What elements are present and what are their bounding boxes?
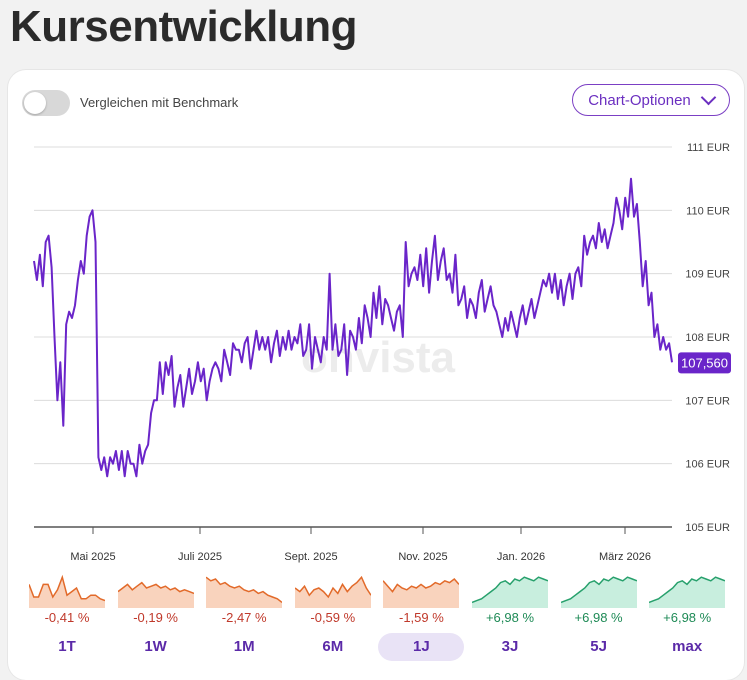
page-title: Kursentwicklung	[10, 2, 358, 51]
period-button-1T[interactable]: 1T	[58, 638, 76, 655]
period-button-5J[interactable]: 5J	[590, 638, 607, 655]
sparkline-line	[29, 574, 105, 602]
y-tick-label: 106 EUR	[685, 459, 730, 471]
x-tick-label: März 2026	[599, 551, 651, 563]
sparkline-area	[383, 579, 460, 608]
x-tick-label: Sept. 2025	[284, 551, 337, 563]
y-tick-label: 111 EUR	[687, 142, 730, 154]
period-button-3J[interactable]: 3J	[501, 638, 519, 655]
y-tick-label: 109 EUR	[685, 269, 730, 281]
period-performance-5J: +6,98 %	[574, 610, 623, 625]
y-tick-label: 105 EUR	[685, 522, 730, 534]
sparkline-line	[206, 576, 283, 603]
y-tick-label: 110 EUR	[686, 205, 730, 217]
x-tick-label: Juli 2025	[178, 551, 222, 563]
sparkline-area	[117, 582, 194, 608]
sparkline-line	[383, 577, 460, 593]
sparkline-line	[560, 576, 637, 604]
sparkline-3J	[472, 576, 548, 608]
sparkline-area	[649, 577, 726, 608]
chart-card	[8, 70, 744, 680]
benchmark-toggle[interactable]	[22, 90, 70, 116]
period-button-1M[interactable]: 1M	[233, 638, 255, 655]
period-button-1J[interactable]: 1J	[378, 633, 465, 661]
sparkline-area	[560, 577, 637, 608]
current-value-badge	[678, 352, 731, 374]
x-tick-label: Mai 2025	[70, 551, 115, 563]
chart-options-label: Chart-Optionen	[588, 91, 691, 109]
sparkline-area	[206, 577, 283, 608]
sparkline-6M	[294, 575, 371, 608]
sparkline-5J	[560, 576, 637, 608]
sparkline-area	[294, 577, 371, 608]
sparkline-line	[117, 581, 194, 595]
sparkline-line	[472, 576, 548, 604]
sparkline-area	[472, 577, 548, 608]
period-performance-1M: -2,47 %	[221, 610, 267, 625]
period-button-6M[interactable]: 6M	[322, 638, 344, 655]
period-performance-1T: -0,41 %	[44, 610, 90, 625]
sparkline-line	[294, 575, 371, 599]
sparkline-1W	[117, 581, 194, 608]
toggle-knob	[24, 92, 46, 114]
period-performance-1J: -1,59 %	[398, 610, 444, 625]
period-performance-max: +6,98 %	[663, 610, 712, 625]
x-tick-label: Jan. 2026	[497, 551, 545, 563]
x-tick-label: Nov. 2025	[398, 551, 447, 563]
sparkline-1J	[383, 577, 460, 608]
current-value-label: 107,560	[681, 355, 728, 370]
y-tick-label: 108 EUR	[685, 332, 730, 344]
price-line	[33, 177, 673, 478]
sparkline-line	[649, 576, 726, 604]
y-tick-label: 107 EUR	[685, 395, 730, 407]
period-button-1W[interactable]: 1W	[144, 638, 167, 655]
sparkline-1M	[206, 576, 283, 608]
period-button-max[interactable]: max	[672, 638, 703, 655]
benchmark-label: Vergleichen mit Benchmark	[80, 95, 239, 110]
sparkline-max	[649, 576, 726, 608]
sparkline-1T	[29, 574, 105, 608]
period-performance-6M: -0,59 %	[310, 610, 356, 625]
period-performance-1W: -0,19 %	[133, 610, 178, 625]
period-performance-3J: +6,98 %	[485, 610, 535, 625]
chart-options-button[interactable]: Chart-Optionen	[572, 84, 730, 116]
